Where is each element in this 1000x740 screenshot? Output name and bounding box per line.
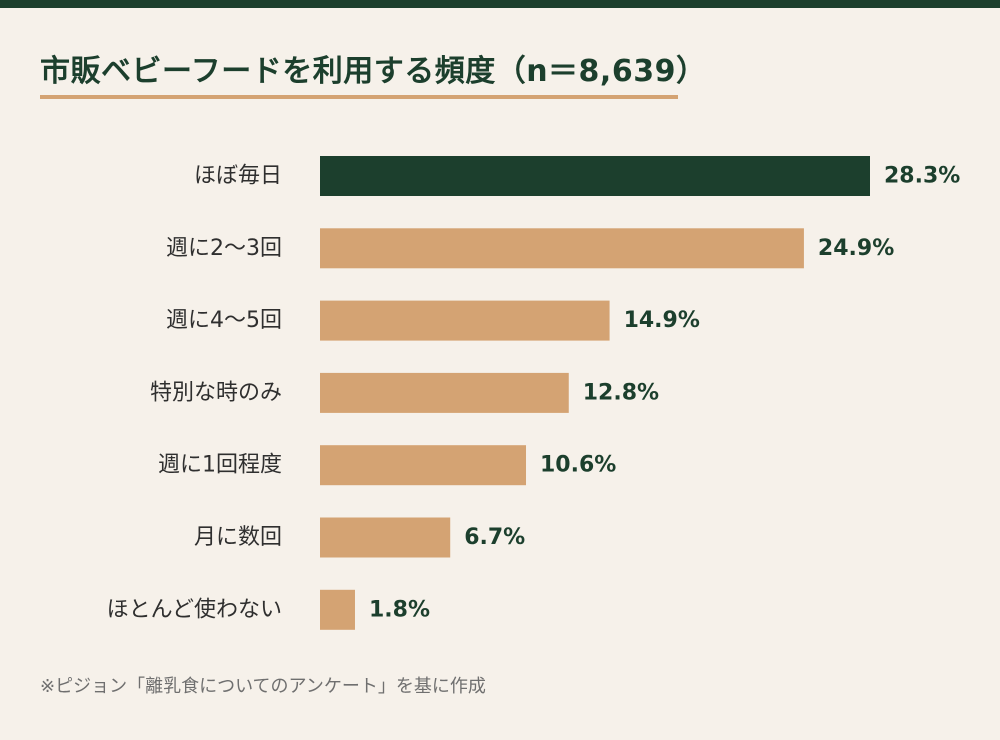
- value-label: 10.6%: [540, 453, 616, 478]
- bar: [320, 589, 355, 630]
- value-label: 1.8%: [369, 597, 430, 622]
- bar: [320, 228, 804, 269]
- value-label: 14.9%: [624, 308, 700, 333]
- category-label: 月に数回: [194, 525, 282, 550]
- category-label: ほとんど使わない: [107, 597, 282, 622]
- title-underline: [40, 95, 678, 99]
- category-label: 週に1回程度: [158, 453, 282, 478]
- value-label: 6.7%: [464, 525, 525, 550]
- bar: [320, 156, 870, 196]
- bar: [320, 372, 569, 413]
- footnote: ※ピジョン「離乳食についてのアンケート」を基に作成: [40, 676, 486, 697]
- top-stripe: [0, 0, 1000, 8]
- value-label: 28.3%: [884, 164, 960, 189]
- bar: [320, 445, 527, 486]
- value-label: 24.9%: [818, 236, 894, 261]
- category-label: 特別な時のみ: [150, 380, 282, 405]
- value-label: 12.8%: [583, 380, 659, 405]
- bar: [320, 517, 451, 558]
- category-label: ほぼ毎日: [194, 164, 282, 189]
- bar: [320, 300, 610, 341]
- category-label: 週に2〜3回: [166, 236, 282, 261]
- chart-title: 市販ベビーフードを利用する頻度（n＝8,639）: [40, 54, 707, 89]
- category-label: 週に4〜5回: [166, 308, 282, 333]
